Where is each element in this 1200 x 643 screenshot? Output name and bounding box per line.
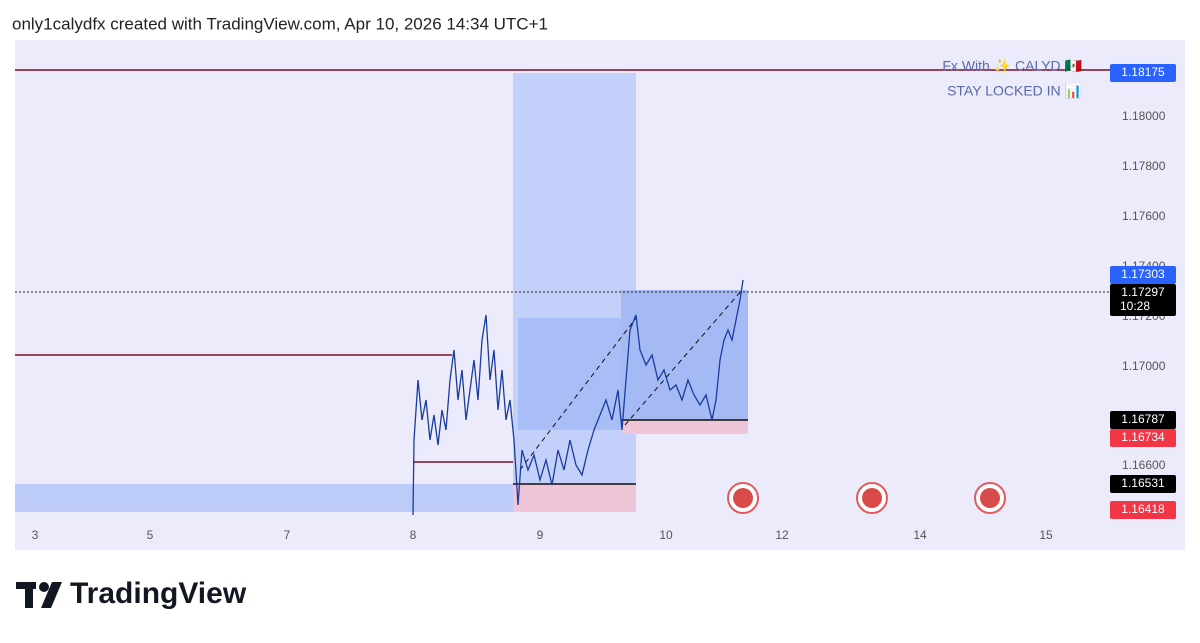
- zone: [15, 484, 513, 512]
- price-badge: [1110, 411, 1176, 429]
- price-badge: [1110, 475, 1176, 493]
- trend-line: [624, 289, 743, 426]
- time-label: 3: [32, 528, 39, 542]
- price-label: 1.17800: [1122, 159, 1166, 173]
- watermark: STAY LOCKED IN 📊: [947, 83, 1082, 100]
- price-label: 1.18000: [1122, 109, 1166, 123]
- price-label: 1.17000: [1122, 359, 1166, 373]
- price-badge-text: 1.18175: [1121, 65, 1165, 79]
- price-badge-text: 1.16787: [1121, 412, 1165, 426]
- event-flags: [727, 482, 1006, 514]
- watermark: Fx With ✨ CALYD 🇲🇽: [942, 58, 1082, 74]
- zone: [518, 318, 636, 430]
- time-label: 7: [284, 528, 291, 542]
- time-label: 10: [659, 528, 673, 542]
- price-badge-text: 1.16734: [1121, 430, 1165, 444]
- stop-zone: [621, 420, 748, 434]
- time-label: 15: [1039, 528, 1053, 542]
- price-badge: [1110, 429, 1176, 447]
- price-badge: [1110, 284, 1176, 316]
- price-label: 1.16600: [1122, 458, 1166, 472]
- price-badge: [1110, 64, 1176, 82]
- long-position: [621, 290, 748, 420]
- price-badge: [1110, 266, 1176, 284]
- price-badge-text: 1.16418: [1121, 502, 1165, 516]
- logo-text: TradingView: [70, 577, 247, 610]
- time-label: 12: [775, 528, 789, 542]
- time-label: 8: [410, 528, 417, 542]
- time-label: 14: [913, 528, 927, 542]
- price-label: 1.17600: [1122, 209, 1166, 223]
- price-badge: [1110, 501, 1176, 519]
- price-badge-text: 1.17297: [1121, 285, 1165, 299]
- time-label: 9: [537, 528, 544, 542]
- header: only1calydfx created with TradingView.co…: [12, 14, 548, 33]
- price-badge-text: 1.17303: [1121, 267, 1165, 281]
- price-badge-text: 1.16531: [1121, 476, 1165, 490]
- time-label: 5: [147, 528, 154, 542]
- trend-line: [519, 317, 637, 471]
- countdown: 10:28: [1120, 299, 1150, 313]
- stop-zone: [513, 484, 636, 512]
- price-line: [412, 279, 744, 516]
- logo-icon: [16, 582, 62, 608]
